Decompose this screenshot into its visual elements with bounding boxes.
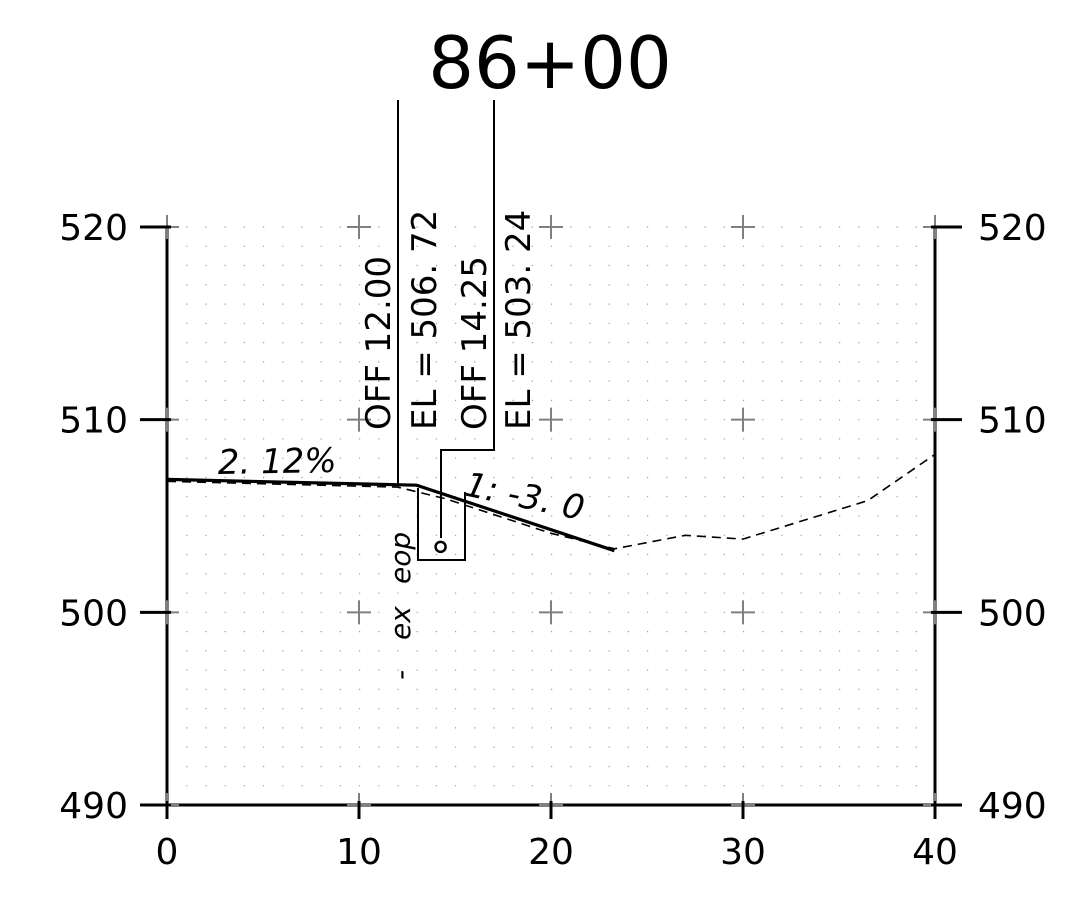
grid-cross xyxy=(731,407,755,432)
grid-cross xyxy=(347,407,371,432)
station-title: 86+00 xyxy=(428,21,672,105)
x-tick-label: 40 xyxy=(912,832,958,873)
grid-cross xyxy=(539,407,563,432)
grid-cross xyxy=(731,600,755,625)
grid-cross xyxy=(731,215,755,239)
y-tick-label-left: 490 xyxy=(59,786,128,827)
y-tick-label-left: 500 xyxy=(59,593,128,634)
y-tick-label-left: 510 xyxy=(59,401,128,442)
tick-marks xyxy=(140,215,962,819)
ex-label: ex xyxy=(384,606,417,640)
proposed-grade-line xyxy=(166,477,615,553)
grid-cross xyxy=(539,600,563,625)
grid-cross xyxy=(347,600,371,625)
y-tick-label-right: 490 xyxy=(978,786,1047,827)
x-tick-label: 10 xyxy=(336,832,382,873)
y-tick-label-right: 510 xyxy=(978,401,1047,442)
y-tick-label-right: 500 xyxy=(978,593,1047,634)
y-tick-label-right: 520 xyxy=(978,208,1047,249)
eop-box xyxy=(417,488,466,561)
slope-percent-label: 2. 12% xyxy=(217,441,337,483)
el-503-label: EL = 503. 24 xyxy=(499,210,539,430)
el-506-label: EL = 506. 72 xyxy=(405,210,445,430)
x-tick-label: 30 xyxy=(720,832,766,873)
circle-marker xyxy=(434,540,447,554)
tick-labels: 490 490 500 500 510 510 520 520 0 10 20 30 40 xyxy=(59,208,1046,873)
y-tick-label-left: 520 xyxy=(59,208,128,249)
grid-cross xyxy=(347,215,371,239)
profile-lines xyxy=(166,453,936,553)
grid-cross xyxy=(539,215,563,239)
off-12-label: OFF 12.00 xyxy=(359,256,399,430)
eop-label: eop xyxy=(384,532,417,584)
off-14-label: OFF 14.25 xyxy=(455,256,495,430)
x-tick-label: 0 xyxy=(156,832,179,873)
existing-ground-line xyxy=(166,453,936,550)
x-tick-label: 20 xyxy=(528,832,574,873)
dash-label: - xyxy=(384,670,417,680)
